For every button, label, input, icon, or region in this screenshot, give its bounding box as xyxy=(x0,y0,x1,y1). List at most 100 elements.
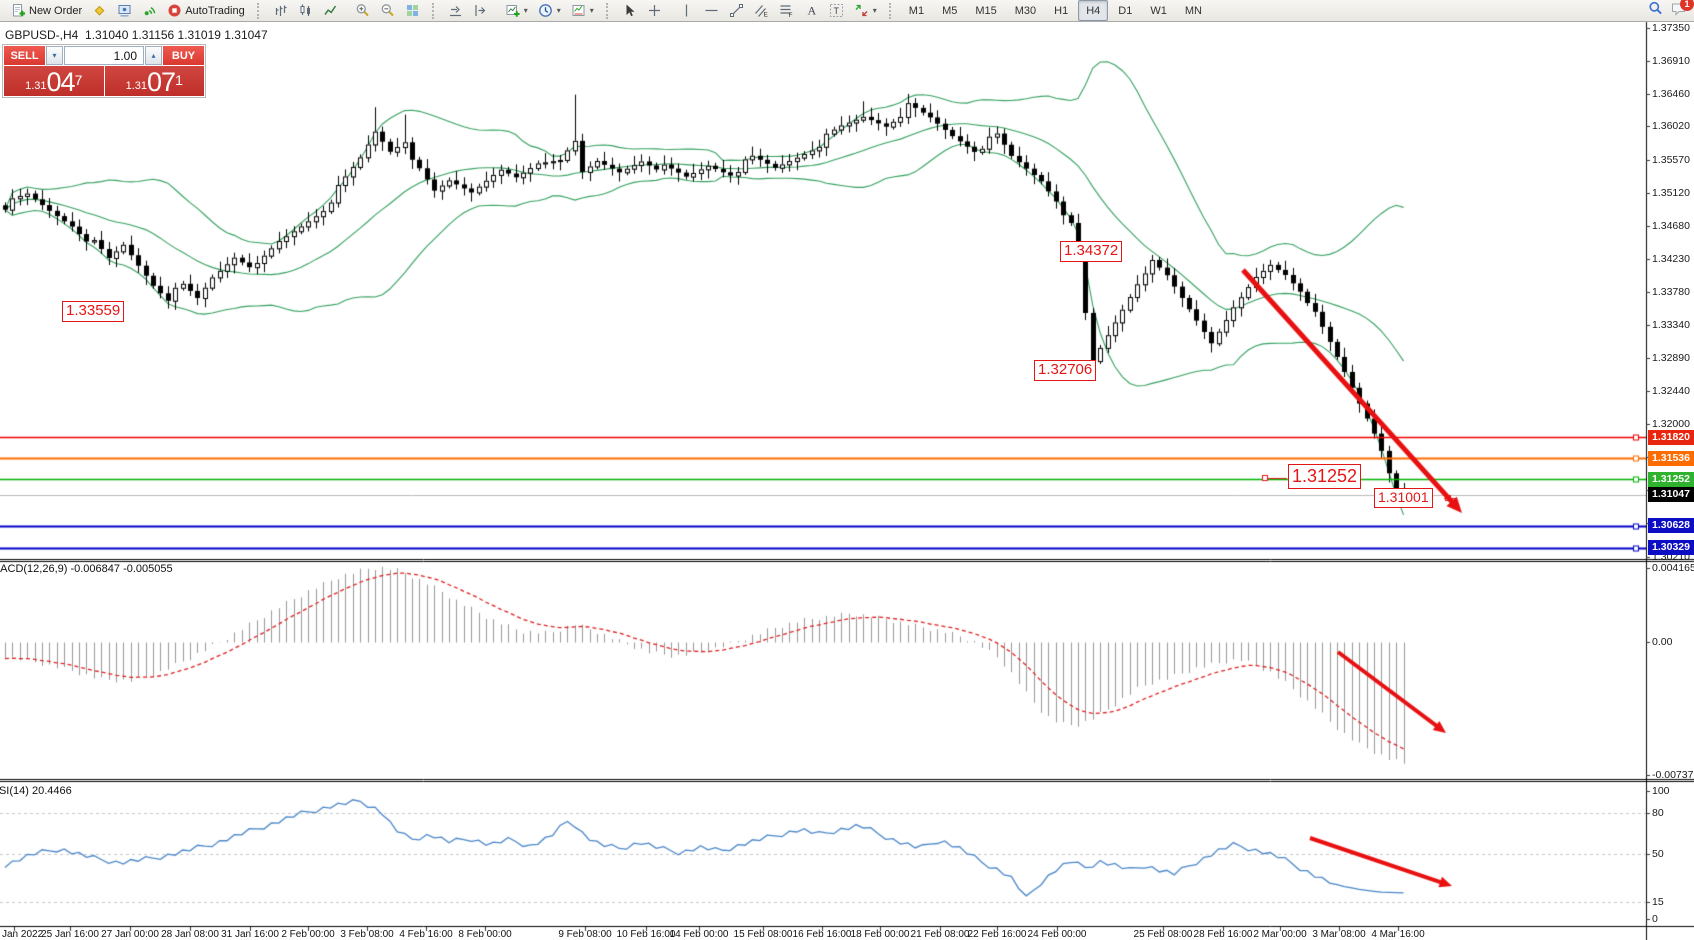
timeframe-button-m30[interactable]: M30 xyxy=(1014,4,1037,17)
horizontal-line-icon xyxy=(704,3,719,18)
bar-chart-button[interactable] xyxy=(269,0,292,21)
timeframe-button-w1[interactable]: W1 xyxy=(1150,4,1167,17)
toolbar-right-cluster: 1 xyxy=(1648,0,1694,21)
buy-button[interactable]: BUY xyxy=(163,46,204,65)
text-label-icon: T xyxy=(829,3,844,18)
price-label-annotation[interactable]: 1.31001 xyxy=(1374,488,1433,508)
time-tick-label: 25 Jan 16:00 xyxy=(41,929,99,940)
price-label-annotation[interactable]: 1.31252 xyxy=(1288,464,1362,489)
svg-text:T: T xyxy=(833,6,839,16)
chat-icon[interactable]: 1 xyxy=(1671,0,1694,21)
new-order-icon xyxy=(11,3,26,18)
auto-scroll-icon xyxy=(448,3,463,18)
macd-axis-label: 0.00 xyxy=(1652,636,1673,648)
one-click-trading-panel: SELL ▾ 1.00 ▴ BUY 1.31 04 7 1.31 07 1 xyxy=(2,44,206,98)
price-tick-label: 1.33780 xyxy=(1652,286,1690,299)
timeframe-button-m15[interactable]: M15 xyxy=(975,4,997,17)
bar-chart-icon xyxy=(273,3,288,18)
timeframe-button-m1[interactable]: M1 xyxy=(908,4,925,17)
horizontal-line-button[interactable] xyxy=(700,0,723,21)
volume-decrease-button[interactable]: ▾ xyxy=(46,46,63,65)
vertical-line-icon xyxy=(679,3,694,18)
time-tick-label: 21 Feb 08:00 xyxy=(910,929,970,940)
time-tick-label: 14 Feb 00:00 xyxy=(669,929,729,940)
search-icon[interactable] xyxy=(1648,1,1663,21)
zoom-out-icon xyxy=(380,3,395,18)
vertical-line-button[interactable] xyxy=(675,0,698,21)
timeframe-button-h1[interactable]: H1 xyxy=(1054,4,1069,17)
sell-price[interactable]: 1.31 04 7 xyxy=(4,66,104,96)
price-tick-label: 1.36910 xyxy=(1652,54,1690,67)
tile-windows-button[interactable] xyxy=(401,0,424,21)
time-tick-label: 2 Feb 00:00 xyxy=(281,929,335,940)
zoom-in-icon xyxy=(355,3,370,18)
crosshair-button[interactable] xyxy=(643,0,666,21)
chart-shift-button[interactable] xyxy=(469,0,492,21)
fibonacci-button[interactable]: F xyxy=(775,0,798,21)
toolbar-separator xyxy=(605,2,612,19)
auto-scroll-button[interactable] xyxy=(444,0,467,21)
toolbar: New Order AutoTrading ▾ ▾ ▾ E F A T ▾ M1 M5 M15 M30 H1… xyxy=(0,0,1694,22)
fibonacci-icon: F xyxy=(779,3,794,18)
sell-button[interactable]: SELL xyxy=(4,46,45,65)
timeframe-button-mn[interactable]: MN xyxy=(1184,4,1202,17)
trendline-button[interactable] xyxy=(725,0,748,21)
sell-price-big-digits: 04 xyxy=(46,67,76,98)
trendline-icon xyxy=(729,3,744,18)
volume-increase-button[interactable]: ▴ xyxy=(145,46,162,65)
time-tick-label: 10 Feb 16:00 xyxy=(616,929,676,940)
tile-windows-icon xyxy=(405,3,420,18)
cursor-button[interactable] xyxy=(618,0,641,21)
volume-input[interactable]: 1.00 xyxy=(64,46,144,65)
new-chart-button[interactable]: ▾ xyxy=(501,0,532,21)
price-tick-label: 1.35570 xyxy=(1652,153,1690,166)
text-label-button[interactable]: T xyxy=(825,0,848,21)
timeframe-button-d1[interactable]: D1 xyxy=(1118,4,1133,17)
text-button[interactable]: A xyxy=(800,0,823,21)
svg-text:E: E xyxy=(763,12,768,19)
templates-button[interactable]: ▾ xyxy=(567,0,598,21)
timeframe-button-h4[interactable]: H4 xyxy=(1078,0,1109,21)
equidistant-channel-button[interactable]: E xyxy=(750,0,773,21)
chevron-down-icon: ▾ xyxy=(556,6,561,15)
zoom-in-button[interactable] xyxy=(351,0,374,21)
arrow-objects-icon xyxy=(854,3,869,18)
time-tick-label: 8 Feb 00:00 xyxy=(458,929,512,940)
autotrading-button[interactable]: AutoTrading xyxy=(163,0,249,21)
autotrading-button-label: AutoTrading xyxy=(185,4,245,17)
buy-price[interactable]: 1.31 07 1 xyxy=(104,66,204,96)
line-chart-button[interactable] xyxy=(319,0,342,21)
time-tick-label: 9 Feb 08:00 xyxy=(558,929,612,940)
price-marker-1.31047: 1.31047 xyxy=(1648,487,1694,503)
time-tick-label: 27 Jan 00:00 xyxy=(101,929,159,940)
line-chart-icon xyxy=(323,3,338,18)
metaeditor-button[interactable] xyxy=(88,0,111,21)
rsi-axis-label: 0 xyxy=(1652,913,1658,925)
time-tick-label: 31 Jan 16:00 xyxy=(221,929,279,940)
price-tick-label: 1.36020 xyxy=(1652,120,1690,133)
periods-button[interactable]: ▾ xyxy=(534,0,565,21)
metaeditor-icon xyxy=(92,3,107,18)
price-marker-1.30628: 1.30628 xyxy=(1648,518,1694,534)
price-tick-label: 1.33340 xyxy=(1652,318,1690,331)
sell-price-pipette: 7 xyxy=(74,72,83,88)
zoom-out-button[interactable] xyxy=(376,0,399,21)
time-tick-label: 3 Feb 08:00 xyxy=(340,929,394,940)
channel-icon: E xyxy=(754,3,769,18)
new-order-button[interactable]: New Order xyxy=(7,0,86,21)
price-marker-1.31252: 1.31252 xyxy=(1648,471,1694,487)
price-tick-label: 1.35120 xyxy=(1652,187,1690,200)
timeframe-button-m5[interactable]: M5 xyxy=(942,4,958,17)
price-label-annotation[interactable]: 1.33559 xyxy=(62,301,125,322)
arrows-button[interactable]: ▾ xyxy=(850,0,881,21)
signals-button[interactable] xyxy=(138,0,161,21)
time-tick-label: 22 Feb 16:00 xyxy=(967,929,1027,940)
price-marker-1.30329: 1.30329 xyxy=(1648,540,1694,556)
price-label-annotation[interactable]: 1.34372 xyxy=(1060,241,1123,262)
candlestick-chart-button[interactable] xyxy=(294,0,317,21)
profiles-button[interactable] xyxy=(113,0,136,21)
price-label-annotation[interactable]: 1.32706 xyxy=(1034,360,1097,381)
